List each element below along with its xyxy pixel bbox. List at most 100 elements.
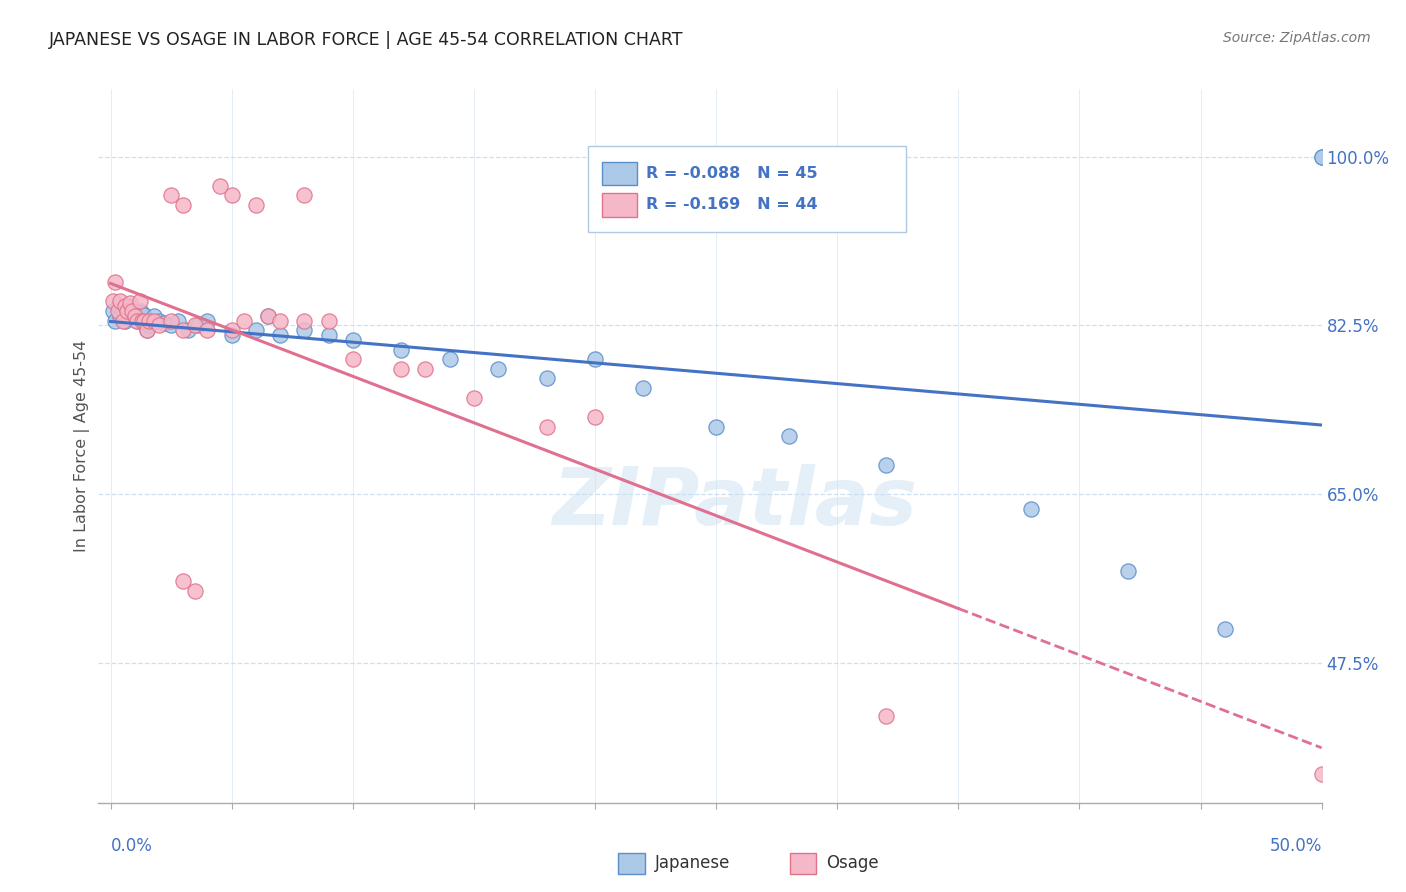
Point — [114, 313, 136, 327]
Point — [875, 458, 897, 473]
Point — [134, 308, 156, 322]
Point — [536, 419, 558, 434]
Point — [167, 313, 190, 327]
Point — [124, 309, 146, 323]
Point — [138, 318, 160, 333]
Point — [415, 362, 437, 376]
Point — [104, 313, 127, 327]
Point — [221, 328, 243, 343]
Text: R = -0.169   N = 44: R = -0.169 N = 44 — [647, 197, 818, 212]
Point — [160, 318, 183, 333]
Point — [127, 313, 149, 327]
Point — [389, 362, 412, 376]
Point — [104, 275, 127, 289]
Point — [114, 299, 136, 313]
Point — [135, 323, 157, 337]
FancyBboxPatch shape — [790, 853, 817, 874]
Point — [118, 296, 141, 310]
Text: Japanese: Japanese — [655, 855, 730, 872]
Point — [778, 429, 800, 443]
Point — [121, 304, 143, 318]
Point — [439, 352, 461, 367]
Point — [172, 198, 194, 212]
Point — [111, 313, 134, 327]
Point — [172, 574, 194, 588]
Point — [110, 294, 132, 309]
Point — [135, 323, 157, 337]
Point — [111, 304, 134, 318]
Point — [292, 188, 315, 202]
Text: 50.0%: 50.0% — [1270, 837, 1322, 855]
Point — [197, 323, 219, 337]
Point — [197, 313, 219, 327]
Point — [118, 299, 141, 313]
Point — [221, 323, 243, 337]
Point — [292, 323, 315, 337]
Point — [1310, 150, 1333, 164]
Text: R = -0.088   N = 45: R = -0.088 N = 45 — [647, 166, 818, 181]
Point — [633, 381, 655, 395]
Point — [875, 709, 897, 723]
Point — [172, 323, 194, 337]
Point — [124, 309, 146, 323]
Point — [101, 304, 124, 318]
Point — [110, 309, 132, 323]
Point — [127, 313, 149, 327]
Point — [153, 316, 176, 330]
Point — [107, 304, 129, 318]
Point — [245, 198, 267, 212]
Point — [131, 313, 153, 327]
Point — [257, 309, 280, 323]
Point — [117, 304, 139, 318]
Point — [128, 304, 150, 318]
Point — [148, 313, 170, 327]
Point — [342, 333, 364, 347]
Point — [101, 294, 124, 309]
Point — [160, 313, 183, 327]
Point — [187, 318, 209, 333]
Point — [1310, 767, 1333, 781]
Point — [232, 313, 254, 327]
Point — [160, 188, 183, 202]
Point — [1116, 565, 1139, 579]
Point — [536, 371, 558, 385]
Point — [342, 352, 364, 367]
Text: ZIPatlas: ZIPatlas — [553, 464, 917, 542]
Point — [117, 304, 139, 318]
Text: 0.0%: 0.0% — [111, 837, 152, 855]
Point — [486, 362, 509, 376]
Point — [292, 313, 315, 327]
Point — [121, 304, 143, 318]
Point — [221, 188, 243, 202]
Text: Osage: Osage — [827, 855, 879, 872]
Point — [583, 410, 606, 425]
FancyBboxPatch shape — [588, 146, 905, 232]
Point — [208, 178, 231, 193]
Point — [1213, 622, 1236, 636]
Point — [269, 313, 291, 327]
Point — [269, 328, 291, 343]
Point — [128, 294, 150, 309]
Point — [131, 306, 153, 320]
Point — [318, 328, 340, 343]
Point — [583, 352, 606, 367]
Point — [704, 419, 727, 434]
FancyBboxPatch shape — [619, 853, 645, 874]
Point — [107, 299, 129, 313]
Point — [1310, 150, 1333, 164]
Point — [148, 318, 170, 333]
Point — [177, 323, 200, 337]
FancyBboxPatch shape — [602, 161, 637, 186]
Y-axis label: In Labor Force | Age 45-54: In Labor Force | Age 45-54 — [75, 340, 90, 552]
Point — [1019, 501, 1042, 516]
Point — [184, 318, 207, 333]
Point — [318, 313, 340, 327]
Point — [389, 343, 412, 357]
Text: Source: ZipAtlas.com: Source: ZipAtlas.com — [1223, 31, 1371, 45]
Point — [184, 583, 207, 598]
Point — [143, 313, 166, 327]
Point — [143, 309, 166, 323]
Point — [138, 313, 160, 327]
FancyBboxPatch shape — [602, 193, 637, 217]
Point — [134, 313, 156, 327]
